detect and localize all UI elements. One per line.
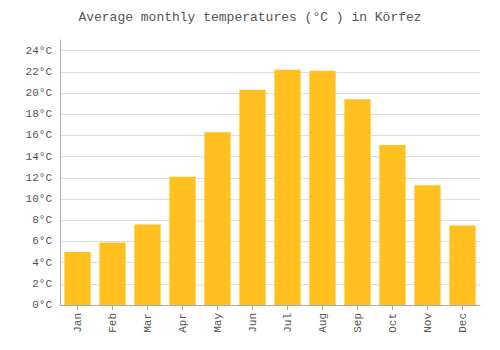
svg-text:Mar: Mar	[142, 313, 154, 333]
svg-text:Dec: Dec	[457, 313, 469, 333]
svg-text:4°C: 4°C	[32, 257, 52, 269]
svg-text:16°C: 16°C	[26, 129, 53, 141]
svg-text:Aug: Aug	[317, 313, 329, 333]
svg-text:18°C: 18°C	[26, 108, 53, 120]
svg-text:Jun: Jun	[247, 313, 259, 333]
svg-text:Oct: Oct	[387, 313, 399, 333]
svg-text:14°C: 14°C	[26, 151, 53, 163]
svg-text:Jan: Jan	[72, 313, 84, 333]
svg-text:Nov: Nov	[422, 313, 434, 333]
svg-text:24°C: 24°C	[26, 45, 53, 57]
svg-text:Jul: Jul	[282, 313, 294, 333]
svg-text:Sep: Sep	[352, 313, 364, 333]
svg-text:22°C: 22°C	[26, 66, 53, 78]
svg-text:0°C: 0°C	[32, 299, 52, 311]
svg-text:8°C: 8°C	[32, 214, 52, 226]
svg-text:Average monthly temperatures (: Average monthly temperatures (°C ) in Kö…	[78, 10, 421, 25]
svg-text:May: May	[212, 313, 224, 333]
svg-text:Feb: Feb	[107, 313, 119, 333]
svg-text:2°C: 2°C	[32, 278, 52, 290]
svg-text:10°C: 10°C	[26, 193, 53, 205]
svg-text:12°C: 12°C	[26, 172, 53, 184]
svg-text:Apr: Apr	[177, 313, 189, 333]
svg-text:6°C: 6°C	[32, 235, 52, 247]
svg-text:20°C: 20°C	[26, 87, 53, 99]
